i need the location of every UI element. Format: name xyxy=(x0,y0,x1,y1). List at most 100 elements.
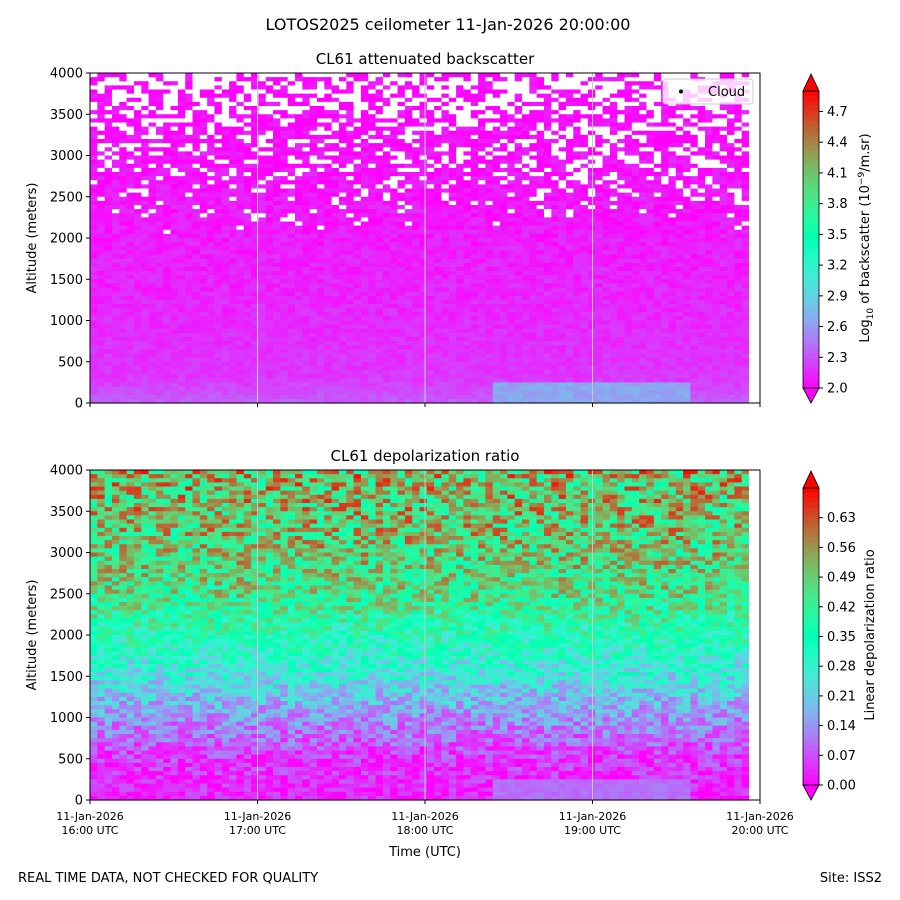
heatmap-cell xyxy=(587,143,596,148)
heatmap-cell xyxy=(126,250,135,256)
heatmap-cell xyxy=(287,266,296,272)
heatmap-cell xyxy=(639,184,648,190)
heatmap-cell xyxy=(463,200,472,206)
heatmap-cell xyxy=(331,118,340,124)
heatmap-cell xyxy=(236,130,245,136)
heatmap-cell xyxy=(251,254,260,260)
heatmap-cell xyxy=(229,167,238,173)
heatmap-cell xyxy=(199,299,208,305)
heatmap-cell xyxy=(683,176,692,181)
heatmap-cell xyxy=(192,225,201,231)
heatmap-cell xyxy=(295,110,303,115)
heatmap-cell xyxy=(668,271,677,276)
heatmap-cell xyxy=(90,242,98,247)
heatmap-cell xyxy=(741,279,750,284)
heatmap-cell xyxy=(229,134,238,140)
heatmap-cell xyxy=(148,167,157,173)
heatmap-cell xyxy=(646,126,655,132)
heatmap-cell xyxy=(456,258,465,264)
heatmap-cell xyxy=(719,213,728,218)
heatmap-cell xyxy=(243,184,252,190)
heatmap-cell xyxy=(624,163,633,169)
heatmap-cell xyxy=(207,192,216,198)
heatmap-cell xyxy=(309,172,318,177)
heatmap-cell xyxy=(448,122,457,128)
heatmap-cell xyxy=(126,155,135,161)
heatmap-cell xyxy=(536,266,545,272)
heatmap-cell xyxy=(456,262,465,268)
heatmap-cell xyxy=(617,143,626,148)
heatmap-cell xyxy=(390,106,399,111)
heatmap-cell xyxy=(441,291,450,297)
heatmap-cell xyxy=(265,271,274,276)
heatmap-cell xyxy=(470,188,479,194)
heatmap-cell xyxy=(170,176,179,181)
heatmap-cell xyxy=(104,81,113,86)
heatmap-cell xyxy=(734,110,743,115)
heatmap-cell xyxy=(580,279,589,284)
heatmap-cell xyxy=(104,238,113,243)
heatmap-cell xyxy=(251,196,260,202)
heatmap-cell xyxy=(741,159,750,165)
heatmap-cell xyxy=(331,254,340,260)
heatmap-cell xyxy=(90,196,98,202)
heatmap-cell xyxy=(646,97,655,103)
heatmap-cell xyxy=(514,242,523,247)
heatmap-cell xyxy=(448,233,457,239)
heatmap-cell xyxy=(111,180,120,185)
heatmap-cell xyxy=(295,271,303,276)
heatmap-cell xyxy=(558,246,567,251)
heatmap-cell xyxy=(668,283,677,289)
heatmap-cell xyxy=(133,97,142,103)
heatmap-cell xyxy=(360,291,369,297)
heatmap-cell xyxy=(624,258,633,264)
heatmap-cell xyxy=(177,159,186,165)
heatmap-cell xyxy=(353,225,362,231)
heatmap-cell xyxy=(280,147,289,152)
heatmap-cell xyxy=(360,258,369,264)
heatmap-cell xyxy=(514,139,523,144)
heatmap-cell xyxy=(639,180,648,185)
heatmap-cell xyxy=(90,126,98,132)
heatmap-cell xyxy=(485,192,494,198)
heatmap-cell xyxy=(558,143,567,148)
heatmap-cell xyxy=(309,250,318,256)
heatmap-cell xyxy=(97,299,106,305)
heatmap-cell xyxy=(133,172,142,177)
heatmap-cell xyxy=(514,287,523,293)
heatmap-cell xyxy=(375,200,384,206)
heatmap-cell xyxy=(148,73,157,78)
heatmap-cell xyxy=(390,159,399,165)
heatmap-cell xyxy=(316,130,325,136)
heatmap-cell xyxy=(543,130,552,136)
heatmap-cell xyxy=(463,139,472,144)
heatmap-cell xyxy=(280,110,289,115)
heatmap-cell xyxy=(653,229,662,235)
heatmap-cell xyxy=(705,246,713,251)
heatmap-cell xyxy=(309,176,318,181)
heatmap-cell xyxy=(434,221,443,227)
heatmap-cell xyxy=(690,295,699,301)
heatmap-cell xyxy=(734,180,743,185)
heatmap-cell xyxy=(705,114,713,119)
heatmap-cell xyxy=(617,229,626,235)
heatmap-cell xyxy=(397,287,406,293)
heatmap-cell xyxy=(170,291,179,297)
heatmap-cell xyxy=(302,254,311,260)
heatmap-cell xyxy=(404,130,413,136)
heatmap-cell xyxy=(221,217,230,223)
heatmap-cell xyxy=(631,139,640,144)
heatmap-cell xyxy=(719,205,728,210)
heatmap-cell xyxy=(155,287,164,293)
heatmap-cell xyxy=(529,73,538,78)
heatmap-cell xyxy=(309,184,318,190)
heatmap-cell xyxy=(360,114,369,119)
heatmap-cell xyxy=(295,221,303,227)
heatmap-cell xyxy=(529,283,538,289)
heatmap-cell xyxy=(668,262,677,268)
heatmap-cell xyxy=(192,106,201,111)
heatmap-cell xyxy=(280,172,289,177)
heatmap-cell xyxy=(148,101,157,107)
heatmap-cell xyxy=(595,139,604,144)
heatmap-cell xyxy=(705,233,713,239)
